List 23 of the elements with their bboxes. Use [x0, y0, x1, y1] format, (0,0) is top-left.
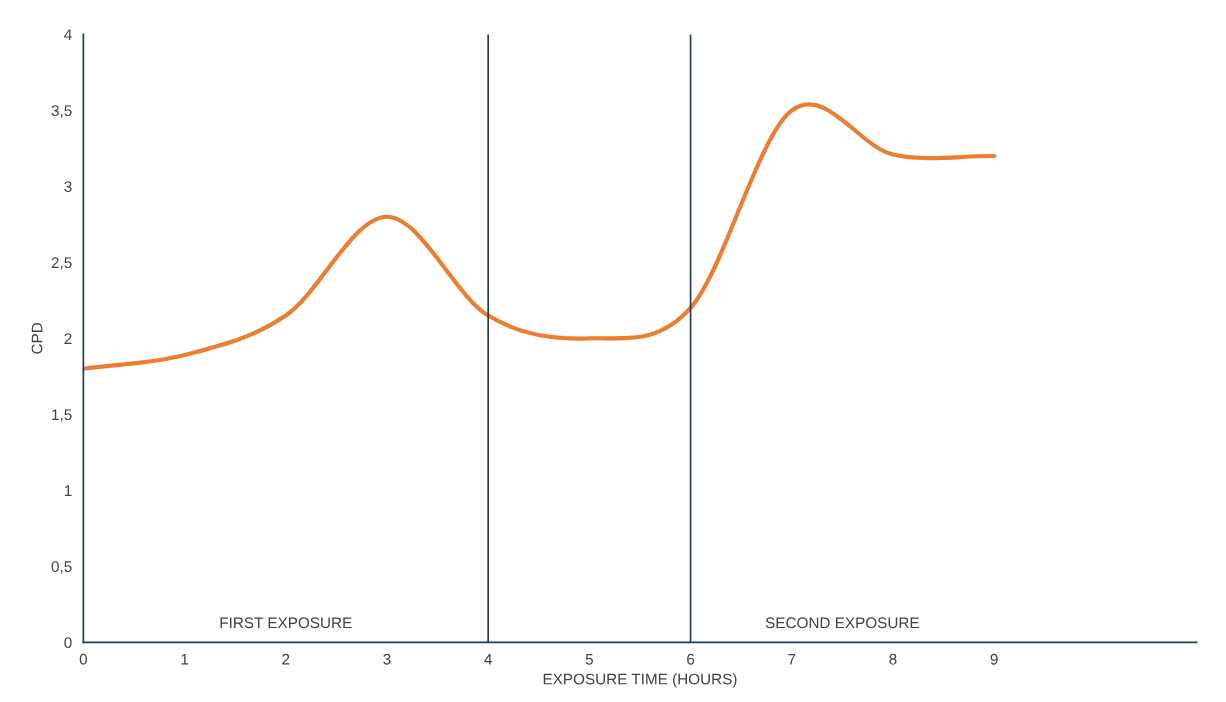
y-tick-label: 0: [64, 637, 72, 649]
annotation: SECOND EXPOSURE: [765, 617, 919, 629]
y-tick-label: 3: [64, 181, 72, 193]
y-tick-label: 3,5: [51, 105, 72, 118]
x-tick-label: 1: [181, 654, 189, 665]
y-axis-title: CPD: [31, 322, 43, 354]
y-tick-label: 1: [64, 485, 72, 496]
x-tick-label: 3: [383, 653, 391, 665]
x-tick-label: 0: [79, 653, 88, 665]
x-tick-label: 6: [687, 653, 695, 665]
x-axis-title: EXPOSURE TIME (HOURS): [543, 673, 737, 688]
y-tick-label: 4: [64, 29, 72, 40]
y-tick-label: 2: [64, 333, 72, 344]
x-tick-label: 9: [990, 653, 998, 665]
x-tick-label: 2: [282, 653, 290, 665]
x-tick-label: 7: [788, 654, 796, 665]
y-tick-label: 0,5: [51, 561, 72, 574]
y-tick-label: 2,5: [51, 257, 72, 270]
x-tick-label: 5: [585, 654, 593, 665]
x-tick-label: 8: [889, 653, 897, 665]
x-tick-label: 4: [484, 654, 492, 665]
y-tick-label: 1,5: [52, 409, 72, 422]
annotation: FIRST EXPOSURE: [220, 617, 352, 629]
